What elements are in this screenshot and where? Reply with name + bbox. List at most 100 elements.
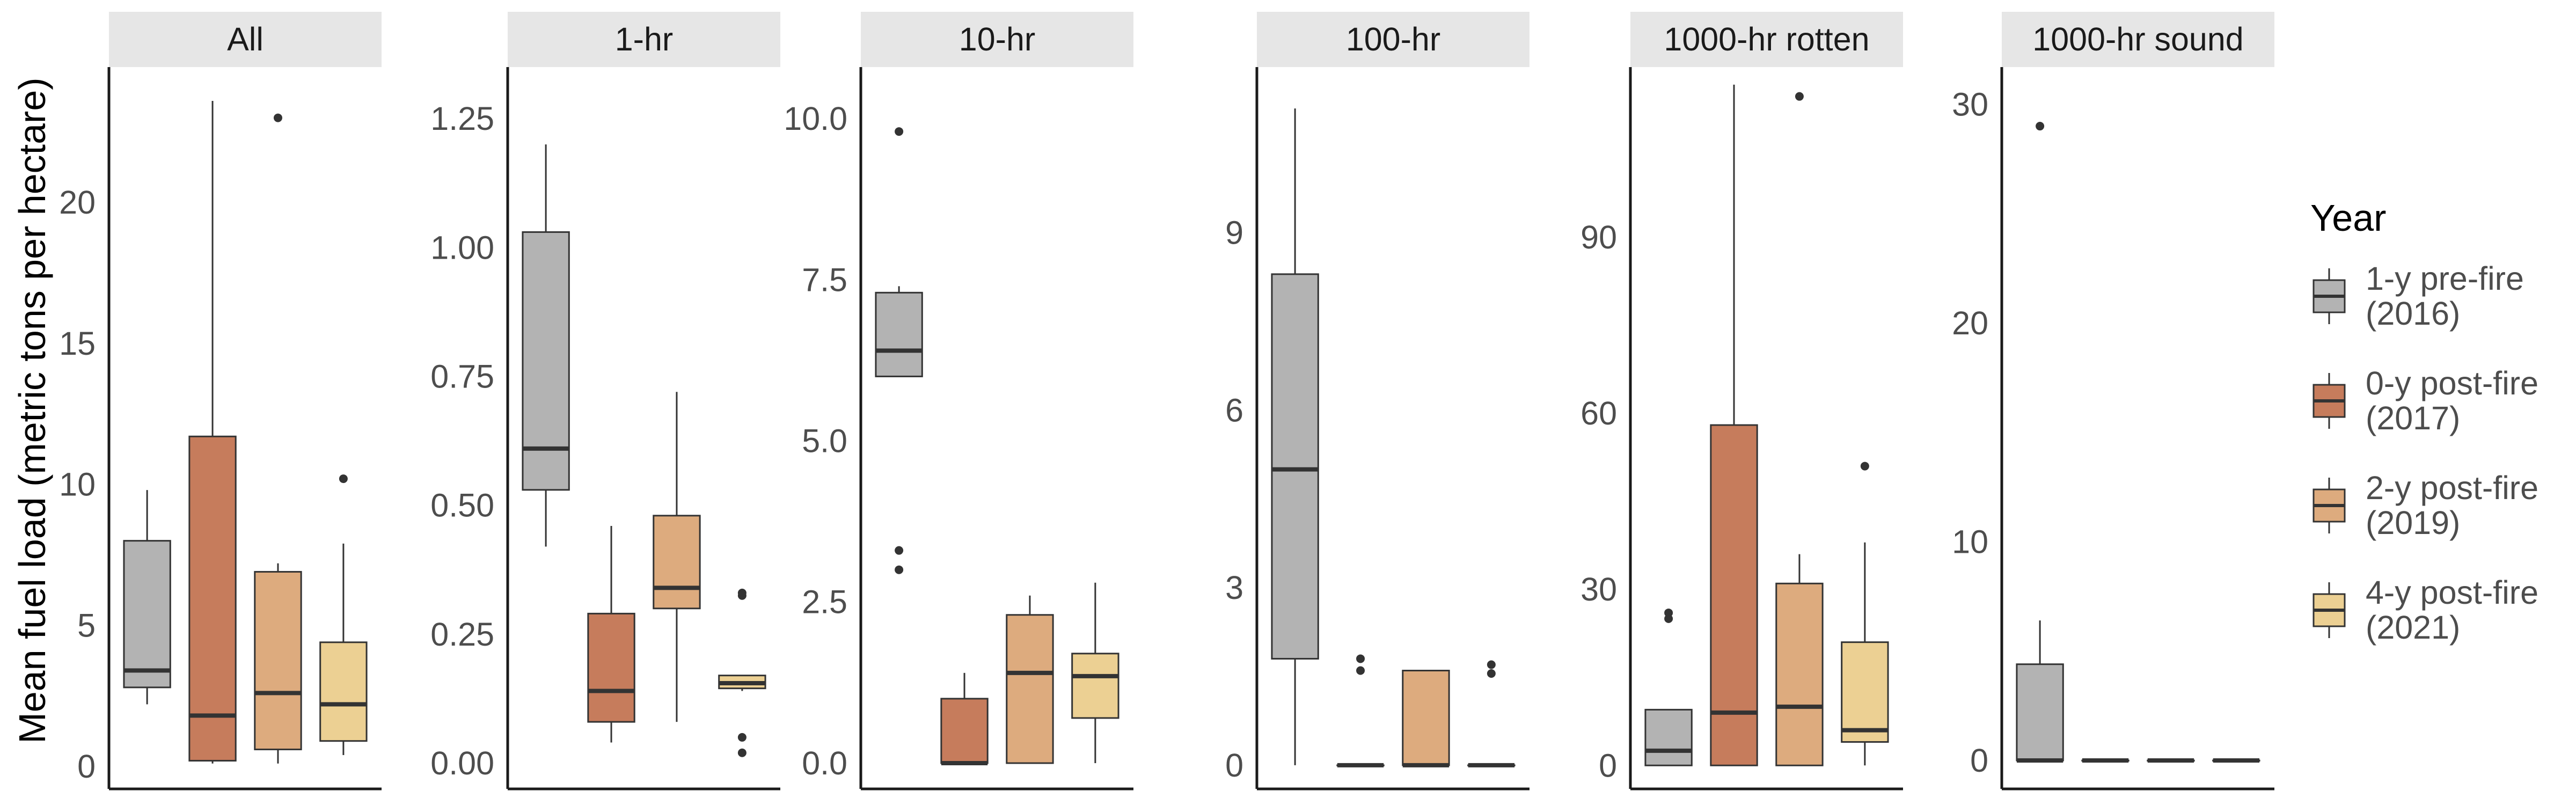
y-tick-label: 9: [1225, 215, 1243, 251]
box-iqr: [1006, 614, 1054, 764]
y-tick-label: 6: [1225, 392, 1243, 428]
outlier-point: [339, 474, 348, 484]
facet-panel: 10-hr 0.0 2.5 5.0 7.5 10.0: [784, 12, 1133, 791]
legend-label-line1: 0-y post-fire: [2366, 365, 2538, 401]
y-tick-label: 5: [77, 607, 96, 643]
facet-strip-label: 100-hr: [1346, 21, 1440, 57]
facet-strip: [508, 12, 780, 67]
box-iqr: [653, 515, 701, 610]
box-iqr: [1071, 653, 1119, 719]
box-2: [653, 392, 701, 722]
y-tick-label: 0: [1970, 742, 1988, 779]
box-iqr: [1841, 641, 1889, 743]
y-tick-label: 1.00: [430, 229, 494, 266]
y-tick-label: 15: [59, 325, 96, 362]
y-tick-label: 20: [59, 184, 96, 221]
legend-label-line2: (2016): [2366, 295, 2460, 332]
box-iqr: [2016, 663, 2064, 762]
y-tick-label: 0: [1599, 747, 1617, 784]
y-tick-label: 0.50: [430, 487, 494, 524]
y-tick-label: 0.0: [802, 745, 847, 781]
box-0: [875, 127, 923, 574]
y-tick-label: 5.0: [802, 423, 847, 459]
facet-panel: 100-hr 0 3 6 9: [1225, 12, 1529, 791]
box-0: [1644, 608, 1693, 766]
box-3: [1841, 462, 1889, 766]
legend-key-2: 2-y post-fire(2019): [2312, 470, 2538, 541]
legend-label-line2: (2017): [2366, 400, 2460, 436]
box-iqr: [522, 231, 570, 491]
facet-strip: [109, 12, 382, 67]
outlier-point: [273, 113, 282, 122]
box-iqr: [254, 570, 302, 750]
y-tick-label: 10.0: [784, 100, 847, 137]
y-tick-label: 30: [1952, 86, 1988, 122]
legend-title: Year: [2310, 197, 2386, 239]
y-tick-label: 10: [59, 466, 96, 503]
y-tick-label: 0.75: [430, 358, 494, 394]
box-2: [254, 113, 302, 764]
facet-strip: [1630, 12, 1903, 67]
box-3: [1467, 660, 1516, 767]
legend-key-0: 1-y pre-fire(2016): [2312, 260, 2524, 332]
box-1: [1336, 654, 1385, 767]
y-tick-label: 2.5: [802, 584, 847, 620]
box-iqr: [587, 612, 635, 723]
facet-strip: [861, 12, 1133, 67]
box-1: [940, 672, 989, 765]
y-tick-label: 10: [1952, 523, 1988, 560]
outlier-point: [1860, 462, 1869, 471]
legend-key-3: 4-y post-fire(2021): [2312, 574, 2538, 646]
y-axis-label: Mean fuel load (metric tons per hectare): [11, 77, 53, 743]
y-tick-label: 90: [1580, 219, 1617, 255]
outlier-point: [1487, 660, 1496, 669]
outlier-point: [1356, 666, 1365, 675]
legend-label-line1: 2-y post-fire: [2366, 470, 2538, 506]
facet-strip-label: 1-hr: [615, 21, 673, 57]
legend-key-1: 0-y post-fire(2017): [2312, 365, 2538, 436]
outlier-point: [895, 127, 904, 136]
box-iqr: [1710, 424, 1758, 766]
box-1: [2081, 758, 2129, 763]
box-iqr: [1775, 582, 1824, 766]
box-1: [1710, 84, 1758, 766]
y-tick-label: 20: [1952, 305, 1988, 341]
legend-label-line1: 1-y pre-fire: [2366, 260, 2524, 297]
legend-label-line2: (2021): [2366, 609, 2460, 646]
outlier-point: [2036, 122, 2045, 131]
box-iqr: [188, 435, 237, 762]
y-tick-label: 1.25: [430, 100, 494, 137]
facet-strip-label: 1000-hr sound: [2032, 21, 2243, 57]
y-tick-label: 0: [77, 748, 96, 785]
outlier-point: [737, 748, 747, 757]
box-iqr: [123, 540, 171, 689]
box-0: [1271, 108, 1319, 765]
outlier-point: [895, 565, 904, 574]
facet-strip: [1257, 12, 1529, 67]
facet-strip-label: 10-hr: [959, 21, 1035, 57]
facet-strip: [2002, 12, 2274, 67]
box-iqr: [940, 698, 989, 764]
outlier-point: [1664, 608, 1673, 617]
y-tick-label: 0: [1225, 747, 1243, 784]
box-1: [188, 101, 237, 764]
legend-label-line2: (2019): [2366, 504, 2460, 541]
facet-panel: 1000-hr rotten 0 30 60 90: [1580, 12, 1903, 791]
box-0: [123, 490, 171, 705]
outlier-point: [1795, 92, 1804, 101]
box-3: [319, 474, 368, 755]
facet-panels: All051015201-hr0.000.250.500.751.001.251…: [59, 12, 2274, 791]
box-0: [522, 144, 570, 547]
outlier-point: [737, 591, 747, 600]
facet-strip-label: All: [227, 21, 264, 57]
box-1: [587, 526, 635, 743]
outlier-point: [1487, 669, 1496, 678]
box-3: [2212, 758, 2260, 763]
y-tick-label: 7.5: [802, 261, 847, 298]
y-tick-label: 30: [1580, 571, 1617, 608]
y-tick-label: 0.00: [430, 745, 494, 781]
y-tick-label: 0.25: [430, 616, 494, 653]
box-2: [1775, 92, 1824, 766]
box-iqr: [1271, 273, 1319, 660]
